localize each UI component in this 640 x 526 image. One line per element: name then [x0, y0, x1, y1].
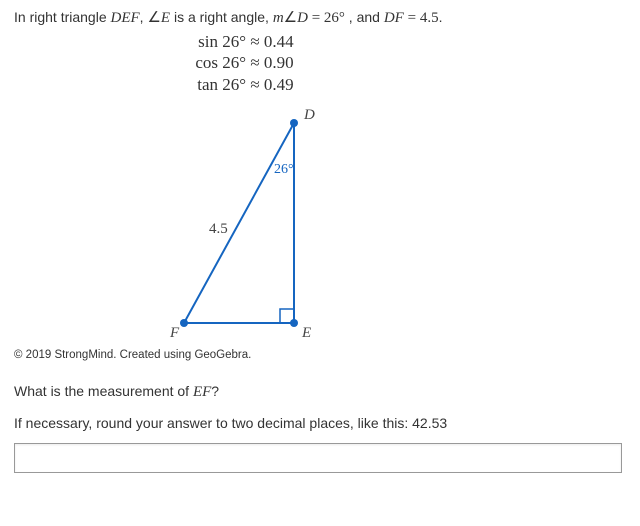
question-tail: ? — [211, 383, 219, 399]
approx-symbol: ≈ — [250, 75, 259, 94]
trig-row: sin 26° ≈ 0.44 — [184, 31, 626, 52]
trig-val: 0.44 — [264, 32, 294, 51]
m-symbol: m — [273, 10, 284, 26]
answer-input[interactable] — [14, 443, 622, 473]
lead-in: In right triangle — [14, 9, 111, 25]
approx-symbol: ≈ — [250, 32, 259, 51]
comma2: , and — [345, 9, 384, 25]
question-target: EF — [193, 384, 211, 400]
question-lead: What is the measurement of — [14, 383, 193, 399]
trig-row: cos 26° ≈ 0.90 — [184, 52, 626, 73]
trig-arg: 26° — [222, 75, 246, 94]
given-angle-vertex: D — [297, 10, 308, 26]
period: . — [439, 9, 443, 25]
triangle-svg: D E F 4.5 26° — [144, 103, 344, 343]
trig-row: tan 26° ≈ 0.49 — [184, 74, 626, 95]
trig-val: 0.49 — [264, 75, 294, 94]
trig-values-block: sin 26° ≈ 0.44 cos 26° ≈ 0.90 tan 26° ≈ … — [184, 31, 626, 95]
eq2: = — [404, 10, 420, 26]
trig-fn: sin — [184, 31, 218, 52]
mid1: is a right angle, — [170, 9, 273, 25]
trig-val: 0.90 — [264, 53, 294, 72]
trig-arg: 26° — [222, 32, 246, 51]
angle-symbol-2: ∠ — [284, 10, 297, 26]
given-angle-value: 26° — [324, 10, 345, 26]
angle-d-label: 26° — [274, 162, 294, 177]
approx-symbol: ≈ — [250, 53, 259, 72]
rounding-hint: If necessary, round your answer to two d… — [14, 415, 626, 431]
vertex-e-label: E — [301, 325, 311, 341]
hypotenuse-label: 4.5 — [209, 221, 228, 237]
vertex-f-label: F — [169, 325, 180, 341]
vertex-f-point — [180, 319, 188, 327]
angle-symbol-1: ∠ — [147, 10, 160, 26]
trig-arg: 26° — [222, 53, 246, 72]
trig-fn: tan — [184, 74, 218, 95]
given-side: DF — [384, 10, 404, 26]
trig-fn: cos — [184, 52, 218, 73]
triangle-diagram: D E F 4.5 26° — [144, 103, 640, 343]
eq1: = — [308, 10, 324, 26]
problem-statement: In right triangle DEF, ∠E is a right ang… — [14, 8, 626, 29]
triangle-shape — [184, 123, 294, 323]
question-text: What is the measurement of EF? — [14, 383, 626, 401]
right-angle-vertex: E — [161, 10, 170, 26]
vertex-e-point — [290, 319, 298, 327]
given-side-value: 4.5 — [420, 10, 439, 26]
vertex-d-point — [290, 119, 298, 127]
copyright-text: © 2019 StrongMind. Created using GeoGebr… — [14, 349, 626, 361]
triangle-name: DEF — [111, 10, 140, 26]
vertex-d-label: D — [303, 107, 315, 123]
